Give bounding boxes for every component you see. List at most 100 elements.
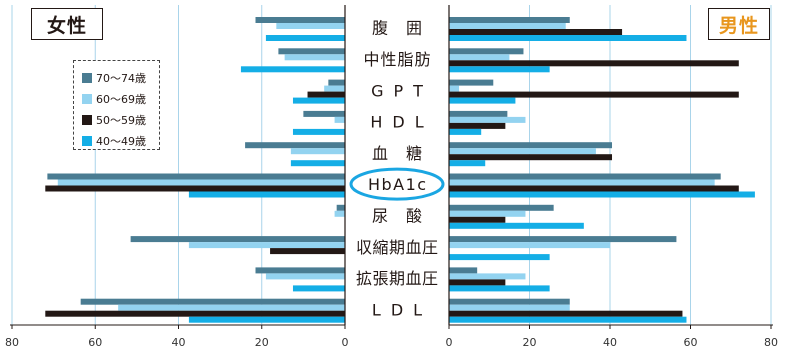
bar-female-60-69-row-10 <box>118 304 345 311</box>
bar-male-50-59-row-7 <box>449 216 506 223</box>
bar-female-60-69-row-7 <box>334 210 345 217</box>
bar-female-40-49-row-4 <box>292 128 345 135</box>
bar-male-40-49-row-5 <box>449 160 486 167</box>
bar-female-70-74-row-4 <box>303 110 345 117</box>
bar-female-60-69-row-6 <box>57 179 345 186</box>
legend-item: 60〜69歳 <box>82 88 159 109</box>
bar-female-40-49-row-5 <box>290 160 345 167</box>
bar-male-40-49-row-1 <box>449 35 687 41</box>
bar-male-40-49-row-7 <box>449 222 584 229</box>
tick-label-male: 40 <box>603 336 617 349</box>
tick-label-male: 80 <box>764 336 778 349</box>
bar-male-60-69-row-10 <box>449 304 570 311</box>
bar-male-70-74-row-4 <box>449 110 508 117</box>
legend-item: 50〜59歳 <box>82 109 159 130</box>
category-label: 中性脂肪 <box>363 50 431 69</box>
bar-female-70-74-row-7 <box>336 204 345 211</box>
bar-male-40-49-row-2 <box>449 66 550 73</box>
bar-female-40-49-row-1 <box>265 35 345 41</box>
tick-label-female: 20 <box>255 336 269 349</box>
bar-male-70-74-row-2 <box>449 48 524 55</box>
bar-male-60-69-row-9 <box>449 273 526 280</box>
legend-label: 50〜59歳 <box>96 113 146 127</box>
legend-swatch <box>82 135 92 146</box>
bar-male-70-74-row-9 <box>449 267 478 274</box>
bar-male-70-74-row-8 <box>449 236 677 243</box>
bar-male-70-74-row-3 <box>449 79 494 86</box>
highlight-ellipse <box>349 167 445 201</box>
bar-female-70-74-row-3 <box>328 79 345 86</box>
bar-male-50-59-row-2 <box>449 60 739 67</box>
category-label: 収縮期血圧 <box>356 238 439 257</box>
bar-male-40-49-row-9 <box>449 285 550 292</box>
category-label: 拡張期血圧 <box>356 269 439 288</box>
bar-male-40-49-row-6 <box>449 191 755 198</box>
legend-item: 70〜74歳 <box>82 67 159 88</box>
bar-female-50-59-row-3 <box>307 91 345 98</box>
category-label: HbA1c <box>368 175 428 194</box>
category-label: 血 糖 <box>372 144 423 163</box>
category-label: HDL <box>370 113 433 132</box>
tick-label-female: 0 <box>342 336 349 349</box>
bar-female-60-69-row-8 <box>188 242 345 249</box>
bar-female-70-74-row-9 <box>255 267 345 274</box>
bar-female-40-49-row-2 <box>240 66 345 73</box>
legend-swatch <box>82 114 92 125</box>
bar-female-40-49-row-3 <box>292 97 345 104</box>
bar-male-70-74-row-7 <box>449 204 554 211</box>
bar-female-70-74-row-5 <box>245 142 345 149</box>
bar-male-60-69-row-5 <box>449 148 596 155</box>
category-label: LDL <box>372 300 432 319</box>
bar-female-70-74-row-10 <box>80 298 346 305</box>
bar-female-60-69-row-2 <box>284 54 345 61</box>
bar-male-50-59-row-1 <box>449 29 623 35</box>
bar-male-70-74-row-10 <box>449 298 570 305</box>
bar-female-50-59-row-10 <box>45 310 346 317</box>
bar-female-60-69-row-4 <box>334 116 345 123</box>
bar-female-60-69-row-5 <box>290 148 345 155</box>
bar-male-60-69-row-2 <box>449 54 510 61</box>
bar-male-50-59-row-4 <box>449 122 506 129</box>
legend-label: 60〜69歳 <box>96 92 146 106</box>
bar-male-40-49-row-3 <box>449 97 516 104</box>
bar-female-70-74-row-6 <box>47 173 345 180</box>
male-panel-title: 男性 <box>708 8 770 40</box>
bar-male-40-49-row-4 <box>449 128 482 135</box>
female-bars <box>45 17 346 323</box>
legend-swatch <box>82 93 92 104</box>
category-label: 腹 囲 <box>372 19 423 38</box>
bar-female-40-49-row-10 <box>188 316 345 323</box>
male-bars <box>449 17 755 323</box>
bar-male-50-59-row-6 <box>449 185 739 192</box>
gridlines <box>11 5 772 325</box>
tick-labels: 0 0 20 20 40 40 60 60 80 80 <box>5 336 778 349</box>
bar-female-40-49-row-6 <box>188 191 345 198</box>
bar-female-70-74-row-8 <box>130 236 345 243</box>
legend: 70〜74歳 60〜69歳 50〜59歳 40〜49歳 <box>73 60 160 150</box>
legend-label: 40〜49歳 <box>96 134 146 148</box>
bar-male-50-59-row-9 <box>449 279 506 286</box>
tick-label-female: 80 <box>5 336 19 349</box>
bar-male-60-69-row-8 <box>449 242 610 249</box>
bar-female-50-59-row-8 <box>270 248 345 255</box>
bar-female-40-49-row-9 <box>292 285 345 292</box>
category-label: 尿 酸 <box>372 206 423 225</box>
bar-female-70-74-row-1 <box>255 17 345 23</box>
axes <box>10 5 773 329</box>
tick-label-male: 0 <box>446 336 453 349</box>
bar-male-60-69-row-7 <box>449 210 526 217</box>
category-label: GPT <box>371 81 433 100</box>
bar-male-50-59-row-10 <box>449 310 683 317</box>
tick-label-male: 60 <box>684 336 698 349</box>
tick-label-male: 20 <box>523 336 537 349</box>
bar-male-50-59-row-5 <box>449 154 613 161</box>
legend-label: 70〜74歳 <box>96 71 146 85</box>
legend-item: 40〜49歳 <box>82 130 159 151</box>
bar-male-50-59-row-3 <box>449 91 739 98</box>
bar-female-60-69-row-1 <box>276 23 345 29</box>
bar-male-60-69-row-1 <box>449 23 566 29</box>
bar-male-60-69-row-4 <box>449 116 526 123</box>
bar-male-70-74-row-6 <box>449 173 721 180</box>
